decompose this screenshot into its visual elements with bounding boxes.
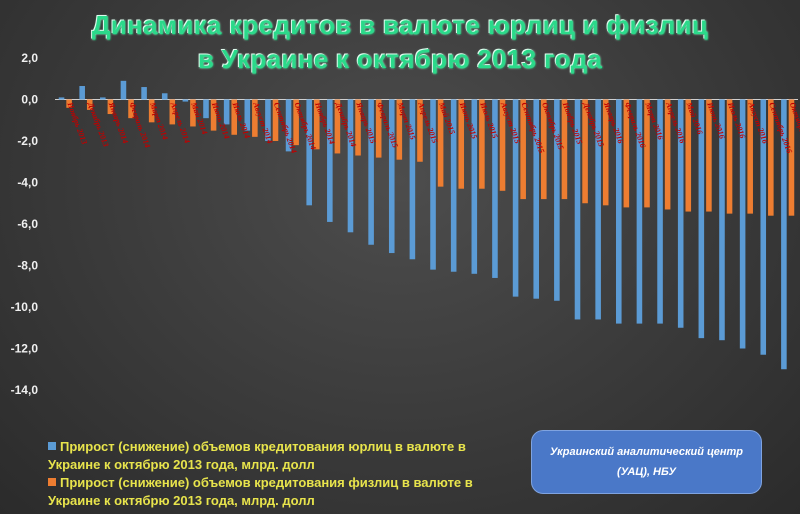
bar-individuals xyxy=(747,99,753,214)
bar-legal-entities xyxy=(512,99,519,297)
bar-individuals xyxy=(726,99,733,214)
bar-individuals xyxy=(252,99,258,137)
bar-legal-entities xyxy=(265,99,271,141)
legend-label-legal-entities: Прирост (снижение) объемов кредитования … xyxy=(48,439,466,472)
bar-individuals xyxy=(375,99,382,158)
bar-legal-entities xyxy=(430,99,436,270)
bar-individuals xyxy=(417,99,423,162)
bar-individuals xyxy=(685,99,692,212)
bar-legal-entities xyxy=(388,99,395,254)
y-tick-label: -12,0 xyxy=(11,342,39,356)
bar-individuals xyxy=(107,99,114,115)
bar-legal-entities xyxy=(223,99,230,125)
bar-legal-entities xyxy=(533,99,540,299)
bar-individuals xyxy=(664,99,671,210)
bar-individuals xyxy=(355,99,361,156)
bar-legal-entities xyxy=(244,99,251,131)
y-tick-label: -2,0 xyxy=(17,134,38,148)
bar-individuals xyxy=(169,99,176,125)
source-box: Украинский аналитический центр (УАЦ), НБ… xyxy=(531,430,762,494)
bar-legal-entities xyxy=(182,99,189,102)
bar-legal-entities xyxy=(760,99,767,355)
bar-individuals xyxy=(148,99,155,123)
y-tick-label: 2,0 xyxy=(21,51,38,65)
bar-legal-entities xyxy=(58,97,65,100)
bar-individuals xyxy=(231,99,237,135)
bar-legal-entities xyxy=(161,93,168,100)
bar-individuals xyxy=(293,99,299,146)
bar-individuals xyxy=(520,99,526,200)
bar-legal-entities xyxy=(636,99,643,324)
bar-legal-entities xyxy=(79,86,85,100)
y-tick-label: 0,0 xyxy=(21,93,38,107)
bar-legal-entities xyxy=(141,87,147,100)
bar-individuals xyxy=(623,99,630,208)
bar-legal-entities xyxy=(285,99,292,152)
bar-individuals xyxy=(128,99,134,119)
y-axis-ticks: 2,0 0,0 -2,0 -4,0 -6,0 -8,0 -10,0 -12,0 -14,0 xyxy=(11,51,39,397)
bar-legal-entities xyxy=(327,99,333,222)
bar-individuals xyxy=(582,99,588,204)
y-tick-label: -14,0 xyxy=(11,383,39,397)
bar-individuals xyxy=(313,99,320,150)
bar-legal-entities xyxy=(657,99,663,324)
bar-legal-entities xyxy=(595,99,601,320)
bar-individuals xyxy=(561,99,568,200)
y-tick-label: -8,0 xyxy=(17,259,38,273)
bar-legal-entities xyxy=(471,99,478,274)
bar-individuals xyxy=(396,99,403,160)
bar-legal-entities xyxy=(719,99,725,341)
bar-individuals xyxy=(272,99,279,141)
y-tick-label: -4,0 xyxy=(17,176,38,190)
bar-legal-entities xyxy=(306,99,312,206)
y-tick-label: -6,0 xyxy=(17,217,38,231)
bar-legal-entities xyxy=(739,99,746,349)
bar-legal-entities xyxy=(368,99,374,245)
bar-legal-entities xyxy=(698,99,705,339)
bar-legal-entities xyxy=(120,80,127,100)
bar-individuals xyxy=(541,99,547,200)
legend-swatch-blue xyxy=(48,442,56,450)
category-label: Январь 2014 xyxy=(106,100,130,145)
bar-individuals xyxy=(644,99,650,208)
category-label: Февраль 2014 xyxy=(127,101,152,149)
bar-legal-entities xyxy=(409,99,416,260)
bar-legal-entities xyxy=(554,99,560,301)
bar-individuals xyxy=(479,99,485,189)
legend-item-individuals: Прирост (снижение) объемов кредитования … xyxy=(48,474,488,510)
bar-individuals xyxy=(602,99,609,206)
bars-group xyxy=(58,80,795,370)
bar-legal-entities xyxy=(492,99,498,278)
source-text: Украинский аналитический центр (УАЦ), НБ… xyxy=(549,446,743,478)
legend-item-legal-entities: Прирост (снижение) объемов кредитования … xyxy=(48,438,488,474)
bar-individuals xyxy=(458,99,465,189)
bar-legal-entities xyxy=(677,99,684,328)
bar-individuals xyxy=(768,99,774,216)
bar-individuals xyxy=(334,99,341,154)
bar-legal-entities xyxy=(781,99,787,370)
bar-individuals xyxy=(788,99,795,216)
bar-legal-entities xyxy=(450,99,457,272)
y-tick-label: -10,0 xyxy=(11,300,39,314)
bar-individuals xyxy=(66,99,72,108)
bar-legal-entities xyxy=(203,99,209,119)
bar-legal-entities xyxy=(616,99,622,324)
category-label: Декабрь 2013 xyxy=(86,100,111,148)
bar-legal-entities xyxy=(100,97,106,100)
bar-legal-entities xyxy=(347,99,354,233)
bar-individuals xyxy=(706,99,712,212)
bar-individuals xyxy=(210,99,217,131)
bar-individuals xyxy=(437,99,444,187)
bar-legal-entities xyxy=(574,99,581,320)
bar-individuals xyxy=(86,99,93,110)
bar-individuals xyxy=(190,99,196,127)
legend-swatch-orange xyxy=(48,478,56,486)
chart-title-line1: Динамика кредитов в валюте юрлиц и физли… xyxy=(91,10,709,40)
legend-label-individuals: Прирост (снижение) объемов кредитования … xyxy=(48,475,473,508)
category-label: Ноябрь 2013 xyxy=(65,100,89,145)
bar-individuals xyxy=(499,99,506,191)
chart-title-line2: в Украине к октябрю 2013 года xyxy=(197,44,603,74)
